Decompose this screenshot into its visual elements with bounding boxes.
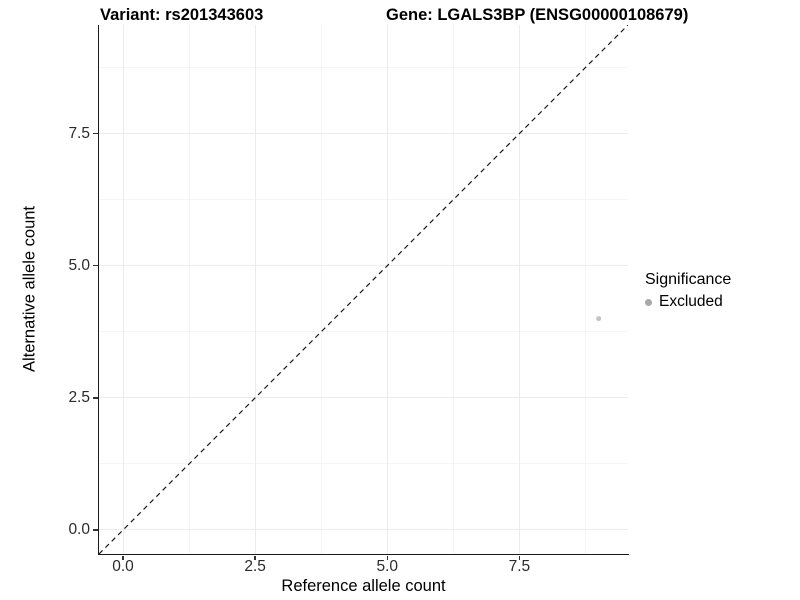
x-major-gridline bbox=[518, 25, 520, 554]
plot-panel bbox=[99, 25, 628, 554]
gene-title: Gene: LGALS3BP (ENSG00000108679) bbox=[386, 6, 689, 24]
legend-item-excluded: Excluded bbox=[645, 293, 731, 311]
legend-item-label: Excluded bbox=[659, 293, 723, 310]
x-minor-gridline bbox=[452, 25, 454, 554]
x-minor-gridline bbox=[320, 25, 322, 554]
y-minor-gridline bbox=[99, 199, 628, 201]
legend-key-dot-icon bbox=[645, 298, 652, 306]
y-minor-gridline bbox=[99, 463, 628, 465]
x-tick-mark bbox=[518, 555, 521, 560]
y-tick-label: 0.0 bbox=[68, 520, 90, 538]
y-minor-gridline bbox=[99, 331, 628, 333]
x-tick-mark bbox=[254, 555, 256, 560]
y-tick-mark bbox=[93, 529, 98, 531]
x-tick-label: 7.5 bbox=[508, 558, 531, 575]
plot-overlay bbox=[99, 25, 628, 554]
x-tick-label: 5.0 bbox=[376, 558, 399, 575]
x-axis-title: Reference allele count bbox=[281, 577, 446, 595]
x-major-gridline bbox=[254, 25, 256, 554]
identity-reference-line bbox=[99, 25, 628, 554]
y-tick-label: 5.0 bbox=[68, 256, 90, 274]
y-tick-mark bbox=[93, 397, 98, 399]
y-tick-label: 7.5 bbox=[68, 124, 90, 142]
x-tick-mark bbox=[386, 555, 389, 560]
x-minor-gridline bbox=[188, 25, 190, 554]
y-major-gridline bbox=[99, 265, 628, 267]
y-tick-label: 2.5 bbox=[68, 388, 90, 406]
x-major-gridline bbox=[122, 25, 124, 554]
data-point bbox=[596, 316, 602, 322]
x-tick-label: 0.0 bbox=[112, 558, 134, 575]
legend-title: Significance bbox=[645, 271, 732, 288]
x-major-gridline bbox=[386, 25, 388, 554]
y-major-gridline bbox=[99, 397, 628, 399]
y-major-gridline bbox=[99, 529, 628, 531]
y-tick-mark bbox=[93, 264, 98, 267]
y-tick-mark bbox=[93, 132, 98, 135]
variant-title: Variant: rs201343603 bbox=[100, 6, 264, 24]
y-axis-title: Alternative allele count bbox=[20, 205, 39, 373]
y-major-gridline bbox=[99, 133, 628, 135]
y-axis-line bbox=[97, 25, 99, 555]
y-minor-gridline bbox=[99, 67, 628, 69]
legend: Significance Excluded bbox=[645, 270, 731, 311]
x-tick-label: 2.5 bbox=[244, 558, 266, 575]
x-axis-line bbox=[97, 553, 629, 555]
x-tick-mark bbox=[122, 555, 124, 560]
x-minor-gridline bbox=[584, 25, 586, 554]
